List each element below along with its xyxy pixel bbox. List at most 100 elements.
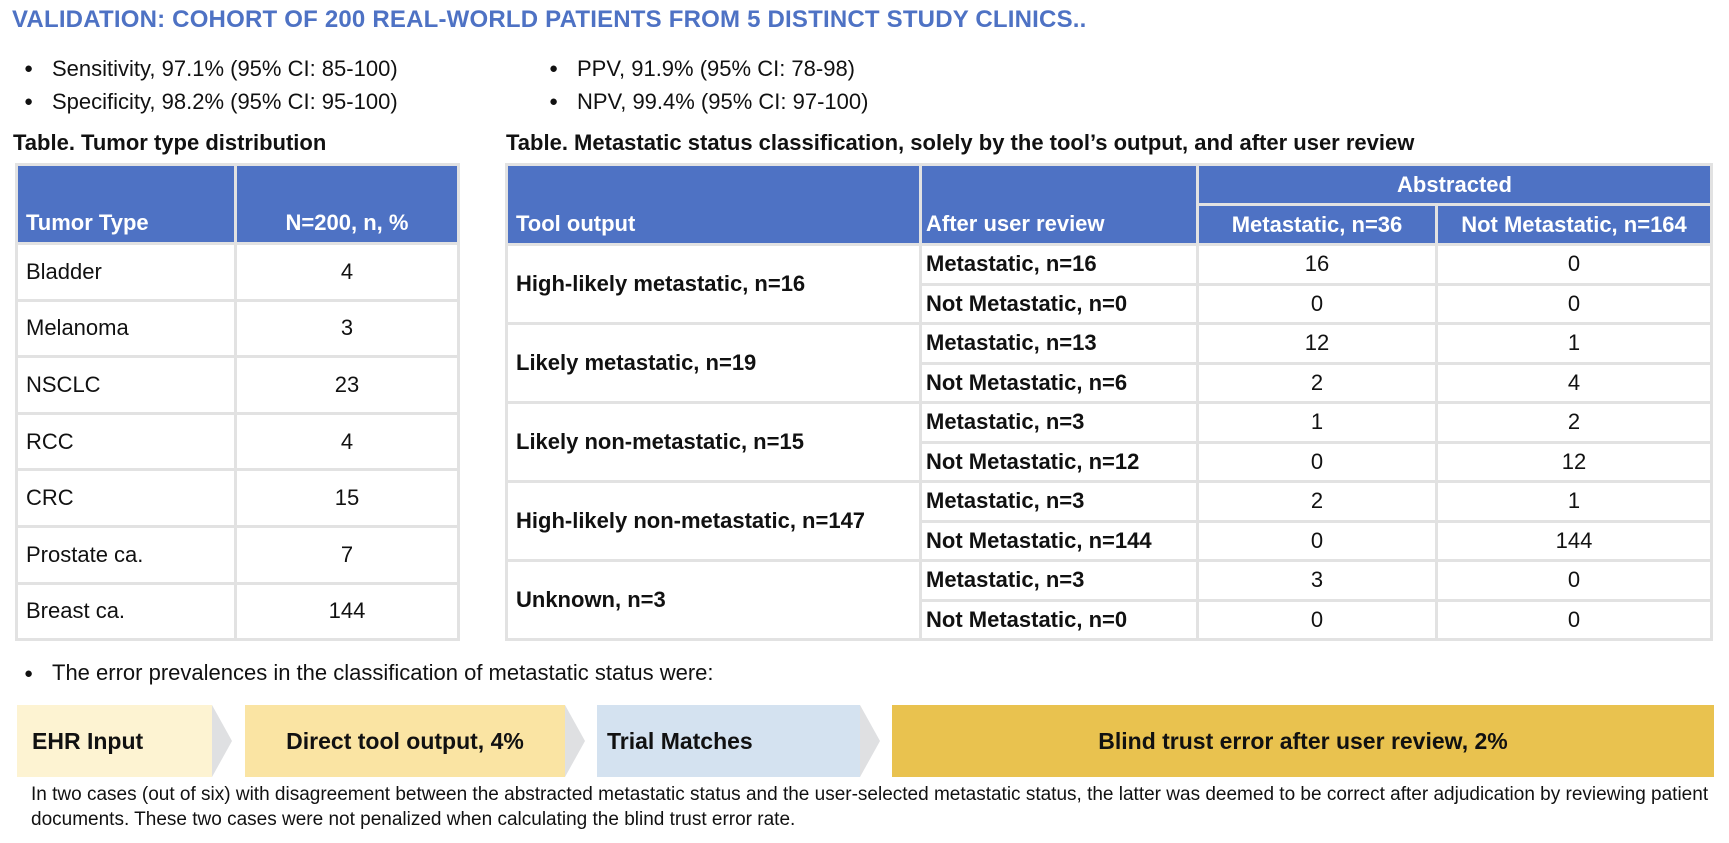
header-not-metastatic: Not Metastatic, n=164 bbox=[1435, 203, 1713, 246]
tumor-name: CRC bbox=[15, 468, 237, 528]
tumor-table-caption: Table. Tumor type distribution bbox=[13, 130, 327, 155]
metrics-left: ● Sensitivity, 97.1% (95% CI: 85-100) ● … bbox=[10, 52, 398, 118]
table-row: Breast ca. 144 bbox=[15, 581, 460, 642]
tumor-name: RCC bbox=[15, 411, 237, 472]
bullet-icon: ● bbox=[549, 60, 559, 77]
trial-matches-box: Trial Matches bbox=[597, 705, 860, 777]
tumor-count: 4 bbox=[234, 242, 460, 302]
tumor-name: Melanoma bbox=[15, 298, 237, 359]
tumor-count: 144 bbox=[234, 581, 460, 642]
metastatic-count: 16 bbox=[1196, 243, 1438, 286]
table-row: Bladder 4 bbox=[15, 242, 460, 302]
metastatic-count: 0 bbox=[1196, 519, 1438, 562]
page-title: VALIDATION: COHORT OF 200 REAL-WORLD PAT… bbox=[12, 6, 1087, 33]
metric-row: ● PPV, 91.9% (95% CI: 78-98) bbox=[535, 52, 868, 85]
not-metastatic-count: 1 bbox=[1435, 480, 1713, 523]
tool-output-cell: High-likely metastatic, n=16 bbox=[505, 243, 922, 325]
header-tumor-type: Tumor Type bbox=[15, 163, 237, 245]
error-intro: ● The error prevalences in the classific… bbox=[10, 660, 714, 686]
table-row: Not Metastatic, n=12 0 12 bbox=[507, 440, 1713, 483]
metric-row: ● Sensitivity, 97.1% (95% CI: 85-100) bbox=[10, 52, 398, 85]
table-row: Melanoma 3 bbox=[15, 298, 460, 359]
header-count: N=200, n, % bbox=[234, 163, 460, 245]
review-cell: Not Metastatic, n=0 bbox=[919, 282, 1199, 325]
npv-metric: NPV, 99.4% (95% CI: 97-100) bbox=[577, 89, 869, 114]
tumor-name: Prostate ca. bbox=[15, 524, 237, 585]
direct-tool-output-label: Direct tool output, 4% bbox=[286, 727, 524, 754]
bullet-icon: ● bbox=[549, 93, 559, 110]
header-metastatic: Metastatic, n=36 bbox=[1196, 203, 1438, 246]
tumor-count: 3 bbox=[234, 298, 460, 359]
tumor-count: 4 bbox=[234, 411, 460, 472]
table-row: Not Metastatic, n=0 0 0 bbox=[507, 282, 1713, 325]
direct-tool-output-box: Direct tool output, 4% bbox=[245, 705, 565, 777]
not-metastatic-count: 1 bbox=[1435, 322, 1713, 365]
error-intro-text: The error prevalences in the classificat… bbox=[52, 660, 714, 685]
chevron-right-icon bbox=[212, 705, 232, 777]
table-row: Not Metastatic, n=6 2 4 bbox=[507, 361, 1713, 404]
table-row: Unknown, n=3 Metastatic, n=3 3 0 bbox=[505, 559, 1713, 641]
tumor-count: 7 bbox=[234, 524, 460, 585]
metrics-right: ● PPV, 91.9% (95% CI: 78-98) ● NPV, 99.4… bbox=[535, 52, 868, 118]
review-cell: Metastatic, n=3 bbox=[919, 480, 1199, 523]
tumor-name: Bladder bbox=[15, 242, 237, 302]
metastatic-count: 0 bbox=[1196, 598, 1438, 641]
header-after-review: After user review bbox=[919, 163, 1199, 246]
ehr-input-label: EHR Input bbox=[32, 727, 144, 754]
blind-trust-error-label: Blind trust error after user review, 2% bbox=[1098, 727, 1508, 754]
header-abstracted: Abstracted bbox=[1196, 163, 1713, 206]
table-row: RCC 4 bbox=[15, 411, 460, 472]
not-metastatic-count: 0 bbox=[1435, 282, 1713, 325]
chevron-right-icon bbox=[565, 705, 585, 777]
metastatic-count: 0 bbox=[1196, 282, 1438, 325]
tool-output-cell: High-likely non-metastatic, n=147 bbox=[505, 480, 922, 562]
review-cell: Not Metastatic, n=6 bbox=[919, 361, 1199, 404]
not-metastatic-count: 4 bbox=[1435, 361, 1713, 404]
tool-output-cell: Likely metastatic, n=19 bbox=[505, 322, 922, 404]
not-metastatic-count: 0 bbox=[1435, 243, 1713, 286]
review-cell: Metastatic, n=3 bbox=[919, 401, 1199, 444]
metastatic-count: 3 bbox=[1196, 559, 1438, 602]
table-row: High-likely non-metastatic, n=147 Metast… bbox=[505, 480, 1713, 562]
table-row: Not Metastatic, n=0 0 0 bbox=[507, 598, 1713, 641]
footnote: In two cases (out of six) with disagreem… bbox=[31, 784, 1709, 830]
not-metastatic-count: 144 bbox=[1435, 519, 1713, 562]
bullet-icon: ● bbox=[24, 93, 34, 110]
error-flow-diagram: EHR Input Direct tool output, 4% Trial M… bbox=[0, 705, 1729, 777]
tool-output-cell: Likely non-metastatic, n=15 bbox=[505, 401, 922, 483]
review-cell: Metastatic, n=13 bbox=[919, 322, 1199, 365]
metastatic-count: 2 bbox=[1196, 480, 1438, 523]
metastatic-count: 1 bbox=[1196, 401, 1438, 444]
metastatic-count: 12 bbox=[1196, 322, 1438, 365]
specificity-metric: Specificity, 98.2% (95% CI: 95-100) bbox=[52, 89, 398, 114]
metric-row: ● Specificity, 98.2% (95% CI: 95-100) bbox=[10, 85, 398, 118]
sensitivity-metric: Sensitivity, 97.1% (95% CI: 85-100) bbox=[52, 56, 398, 81]
ppv-metric: PPV, 91.9% (95% CI: 78-98) bbox=[577, 56, 856, 81]
chevron-right-icon bbox=[860, 705, 880, 777]
table-row: Likely non-metastatic, n=15 Metastatic, … bbox=[505, 401, 1713, 483]
table-row: Likely metastatic, n=19 Metastatic, n=13… bbox=[505, 322, 1713, 404]
bullet-icon: ● bbox=[24, 60, 34, 77]
review-cell: Not Metastatic, n=12 bbox=[919, 440, 1199, 483]
meta-table-caption: Table. Metastatic status classification,… bbox=[506, 130, 1415, 155]
not-metastatic-count: 0 bbox=[1435, 598, 1713, 641]
metastatic-status-table: Tool output After user review Abstracted… bbox=[505, 163, 1713, 641]
table-row: NSCLC 23 bbox=[15, 355, 460, 415]
trial-matches-label: Trial Matches bbox=[607, 727, 753, 754]
metastatic-count: 2 bbox=[1196, 361, 1438, 404]
table-row: CRC 15 bbox=[15, 468, 460, 528]
table-row: Not Metastatic, n=144 0 144 bbox=[507, 519, 1713, 562]
blind-trust-error-box: Blind trust error after user review, 2% bbox=[892, 705, 1714, 777]
tumor-name: NSCLC bbox=[15, 355, 237, 415]
tool-output-cell: Unknown, n=3 bbox=[505, 559, 922, 641]
not-metastatic-count: 0 bbox=[1435, 559, 1713, 602]
table-row: High-likely metastatic, n=16 Metastatic,… bbox=[505, 243, 1713, 325]
tumor-count: 23 bbox=[234, 355, 460, 415]
header-tool-output: Tool output bbox=[505, 163, 922, 246]
table-row: Prostate ca. 7 bbox=[15, 524, 460, 585]
not-metastatic-count: 12 bbox=[1435, 440, 1713, 483]
ehr-input-box: EHR Input bbox=[17, 705, 212, 777]
review-cell: Metastatic, n=16 bbox=[919, 243, 1199, 286]
not-metastatic-count: 2 bbox=[1435, 401, 1713, 444]
bullet-icon: ● bbox=[24, 664, 34, 682]
